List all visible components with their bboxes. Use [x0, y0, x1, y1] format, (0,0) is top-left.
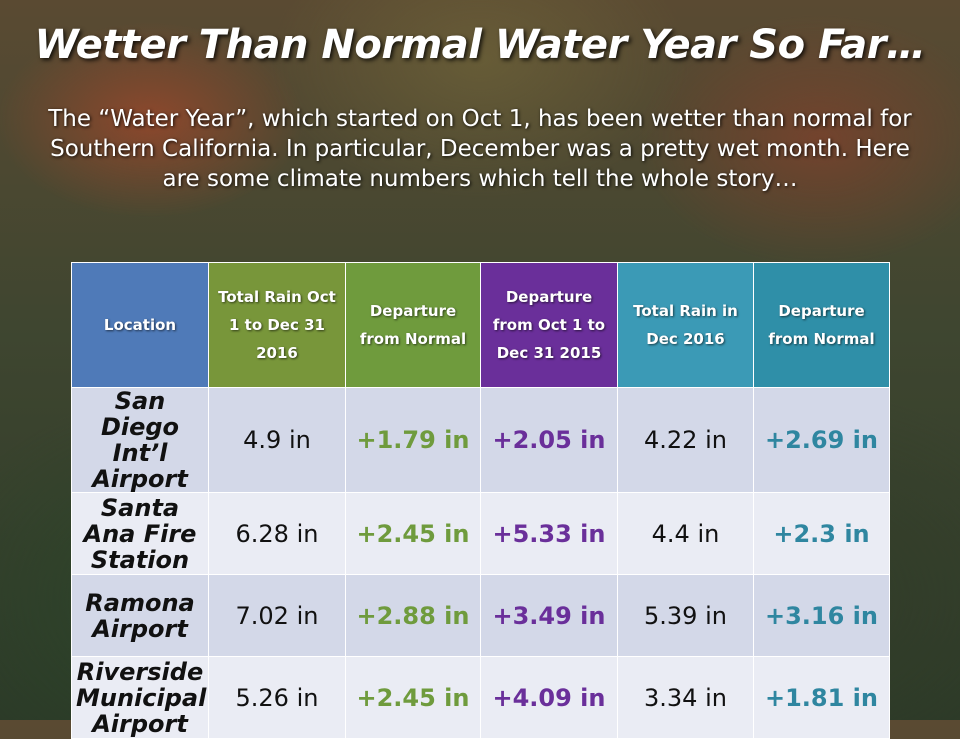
- cell-dec-rain: 5.39 in: [617, 574, 754, 657]
- cell-dec-rain: 3.34 in: [617, 656, 754, 739]
- cell-location: Riverside Municipal Airport: [71, 656, 209, 739]
- cell-departure-2015: +3.49 in: [480, 574, 618, 657]
- table-row: San Diego Int’l Airport 4.9 in +1.79 in …: [71, 387, 890, 493]
- cell-departure: +2.45 in: [345, 656, 481, 739]
- header-dec-departure: Departure from Normal: [753, 262, 890, 388]
- header-total-rain: Total Rain Oct 1 to Dec 31 2016: [208, 262, 346, 388]
- table-header-row: Location Total Rain Oct 1 to Dec 31 2016…: [71, 262, 890, 388]
- cell-total-rain: 4.9 in: [208, 387, 346, 493]
- slide-title: Wetter Than Normal Water Year So Far…: [34, 22, 926, 68]
- cell-location: Santa Ana Fire Station: [71, 492, 209, 575]
- header-departure: Departure from Normal: [345, 262, 481, 388]
- cell-dec-departure: +1.81 in: [753, 656, 890, 739]
- cell-location: Ramona Airport: [71, 574, 209, 657]
- intro-paragraph: The “Water Year”, which started on Oct 1…: [48, 106, 912, 192]
- header-location: Location: [71, 262, 209, 388]
- table-row: Ramona Airport 7.02 in +2.88 in +3.49 in…: [71, 574, 890, 657]
- cell-total-rain: 6.28 in: [208, 492, 346, 575]
- cell-departure: +2.45 in: [345, 492, 481, 575]
- cell-total-rain: 5.26 in: [208, 656, 346, 739]
- cell-dec-rain: 4.22 in: [617, 387, 754, 493]
- cell-dec-departure: +2.69 in: [753, 387, 890, 493]
- cell-location: San Diego Int’l Airport: [71, 387, 209, 493]
- cell-total-rain: 7.02 in: [208, 574, 346, 657]
- cell-dec-rain: 4.4 in: [617, 492, 754, 575]
- cell-departure-2015: +4.09 in: [480, 656, 618, 739]
- cell-dec-departure: +3.16 in: [753, 574, 890, 657]
- header-dec-rain: Total Rain in Dec 2016: [617, 262, 754, 388]
- table-row: Riverside Municipal Airport 5.26 in +2.4…: [71, 656, 890, 739]
- cell-dec-departure: +2.3 in: [753, 492, 890, 575]
- table-row: Santa Ana Fire Station 6.28 in +2.45 in …: [71, 492, 890, 575]
- cell-departure: +1.79 in: [345, 387, 481, 493]
- cell-departure: +2.88 in: [345, 574, 481, 657]
- header-departure-2015: Departure from Oct 1 to Dec 31 2015: [480, 262, 618, 388]
- climate-table: Location Total Rain Oct 1 to Dec 31 2016…: [71, 262, 890, 739]
- cell-departure-2015: +2.05 in: [480, 387, 618, 493]
- cell-departure-2015: +5.33 in: [480, 492, 618, 575]
